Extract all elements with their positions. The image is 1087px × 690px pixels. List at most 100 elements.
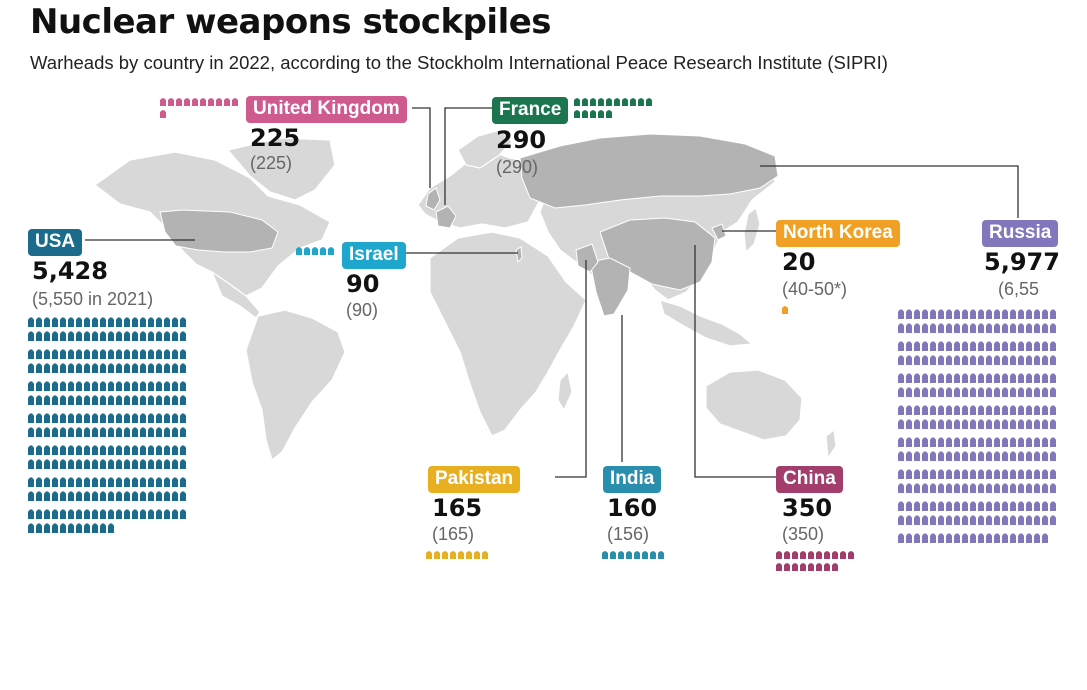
warhead-icon [84,523,90,533]
warhead-icon [116,363,122,373]
warhead-icon [962,309,968,319]
russia-value: 5,977 [984,248,1060,276]
warhead-icon [52,523,58,533]
warhead-icon [1042,437,1048,447]
leader-pakistan [555,260,587,478]
warhead-icon [978,419,984,429]
africa-shape [429,231,587,437]
warhead-icon [140,445,146,455]
warhead-icon [930,469,936,479]
warhead-icon [1026,437,1032,447]
warhead-icon [156,477,162,487]
warhead-icon [44,349,50,359]
warhead-icon [922,355,928,365]
warhead-icon [1002,483,1008,493]
israel-shape [515,246,523,264]
warhead-icon [156,491,162,501]
warhead-icon [970,405,976,415]
warhead-icon [44,491,50,501]
warhead-icon [914,501,920,511]
warhead-icon [92,395,98,405]
warhead-icon [84,445,90,455]
warhead-icon [930,419,936,429]
france-previous: (290) [496,157,539,177]
warhead-icon [44,331,50,341]
warhead-icon [930,323,936,333]
warhead-icon [986,341,992,351]
warhead-icon [156,349,162,359]
warhead-icon [898,419,904,429]
warhead-icon [1018,405,1024,415]
warhead-icon [164,317,170,327]
warhead-icon [52,363,58,373]
warhead-icon [906,515,912,525]
warhead-icon [84,491,90,501]
warhead-icon [1002,437,1008,447]
warhead-icon [922,387,928,397]
china-warhead-grid [776,551,854,571]
warhead-icon [132,459,138,469]
warhead-icon [582,98,588,106]
warhead-icon [930,355,936,365]
warhead-icon [914,405,920,415]
warhead-icon [962,355,968,365]
warhead-icon [108,349,114,359]
warhead-icon [60,491,66,501]
warhead-icon [1042,501,1048,511]
warhead-icon [100,413,106,423]
warhead-icon [68,317,74,327]
warhead-icon [626,551,632,559]
warhead-icon [800,563,806,571]
warhead-icon [598,110,604,118]
warhead-icon [76,413,82,423]
warhead-icon [84,381,90,391]
warhead-icon [1026,387,1032,397]
warhead-icon [970,387,976,397]
warhead-icon [1050,501,1056,511]
india-value: 160 [607,494,658,522]
australia-shape [705,369,803,441]
warhead-icon [116,427,122,437]
warhead-icon [978,451,984,461]
warhead-icon [776,551,782,559]
warhead-icon [68,509,74,519]
warhead-icon [978,355,984,365]
warhead-icon [1034,387,1040,397]
warhead-icon [994,323,1000,333]
china-value: 350 [782,494,833,522]
warhead-icon [1042,341,1048,351]
warhead-icon [962,437,968,447]
warhead-icon [970,515,976,525]
warhead-icon [132,331,138,341]
leader-russia [760,165,1019,218]
warhead-icon [954,451,960,461]
warhead-icon [962,387,968,397]
warhead-icon [68,349,74,359]
warhead-icon [1034,469,1040,479]
warhead-icon [184,98,190,106]
warhead-icon [1034,451,1040,461]
warhead-icon [148,349,154,359]
warhead-icon [180,381,186,391]
warhead-icon [44,381,50,391]
warhead-icon [124,349,130,359]
warhead-icon [132,349,138,359]
warhead-icon [986,501,992,511]
warhead-icon [156,445,162,455]
warhead-icon [28,331,34,341]
warhead-icon [906,501,912,511]
warhead-icon [898,323,904,333]
warhead-icon [658,551,664,559]
warhead-icon [954,533,960,543]
japan-shape [743,206,761,254]
france-label: France [492,97,569,124]
warhead-icon [1010,419,1016,429]
warhead-icon [180,477,186,487]
warhead-icon [1002,501,1008,511]
warhead-icon [1002,341,1008,351]
warhead-icon [140,317,146,327]
warhead-icon [36,427,42,437]
warhead-icon [606,98,612,106]
warhead-icon [1026,309,1032,319]
